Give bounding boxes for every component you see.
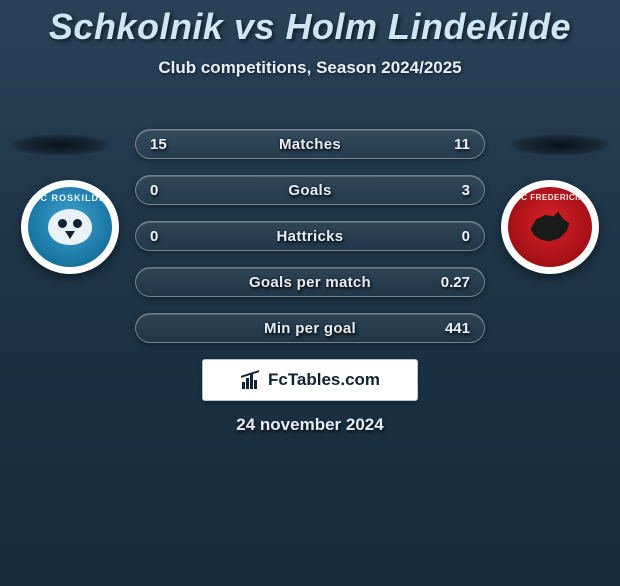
stat-value-left: 0 [150, 222, 158, 250]
stat-label: Matches [279, 136, 341, 153]
stats-table: 15 Matches 11 0 Goals 3 0 Hattricks 0 Go… [135, 129, 485, 359]
stat-label: Goals per match [249, 274, 371, 291]
stat-value-right: 0 [462, 222, 470, 250]
club-name-right: FC FREDERICIA [508, 193, 592, 202]
vs-text: vs [234, 6, 275, 47]
brand-text: FcTables.com [268, 370, 380, 390]
comparison-title: Schkolnik vs Holm Lindekilde [0, 6, 620, 48]
subtitle: Club competitions, Season 2024/2025 [0, 58, 620, 78]
brand-badge: FcTables.com [202, 359, 418, 401]
stat-row: Min per goal 441 [135, 313, 485, 343]
player2-name: Holm Lindekilde [286, 6, 572, 47]
club-crest-left: FC ROSKILDE [21, 180, 119, 274]
stat-value-left: 0 [150, 176, 158, 204]
stat-label: Hattricks [277, 228, 344, 245]
stat-value-right: 3 [462, 176, 470, 204]
date-text: 24 november 2024 [0, 415, 620, 435]
stat-row: Goals per match 0.27 [135, 267, 485, 297]
club-name-left: FC ROSKILDE [28, 193, 112, 203]
player1-name: Schkolnik [49, 6, 224, 47]
player1-shadow [9, 134, 111, 156]
club-crest-right: FC FREDERICIA [501, 180, 599, 274]
stat-label: Min per goal [264, 320, 356, 337]
stat-value-right: 11 [454, 130, 470, 158]
chart-icon [240, 371, 262, 389]
stat-value-right: 441 [445, 314, 470, 342]
stat-value-left: 15 [150, 130, 167, 158]
player2-shadow [509, 134, 611, 156]
stat-row: 0 Goals 3 [135, 175, 485, 205]
stat-value-right: 0.27 [441, 268, 470, 296]
stat-row: 0 Hattricks 0 [135, 221, 485, 251]
lion-icon [527, 208, 573, 246]
stat-row: 15 Matches 11 [135, 129, 485, 159]
bird-icon [48, 209, 92, 245]
stat-label: Goals [288, 182, 331, 199]
